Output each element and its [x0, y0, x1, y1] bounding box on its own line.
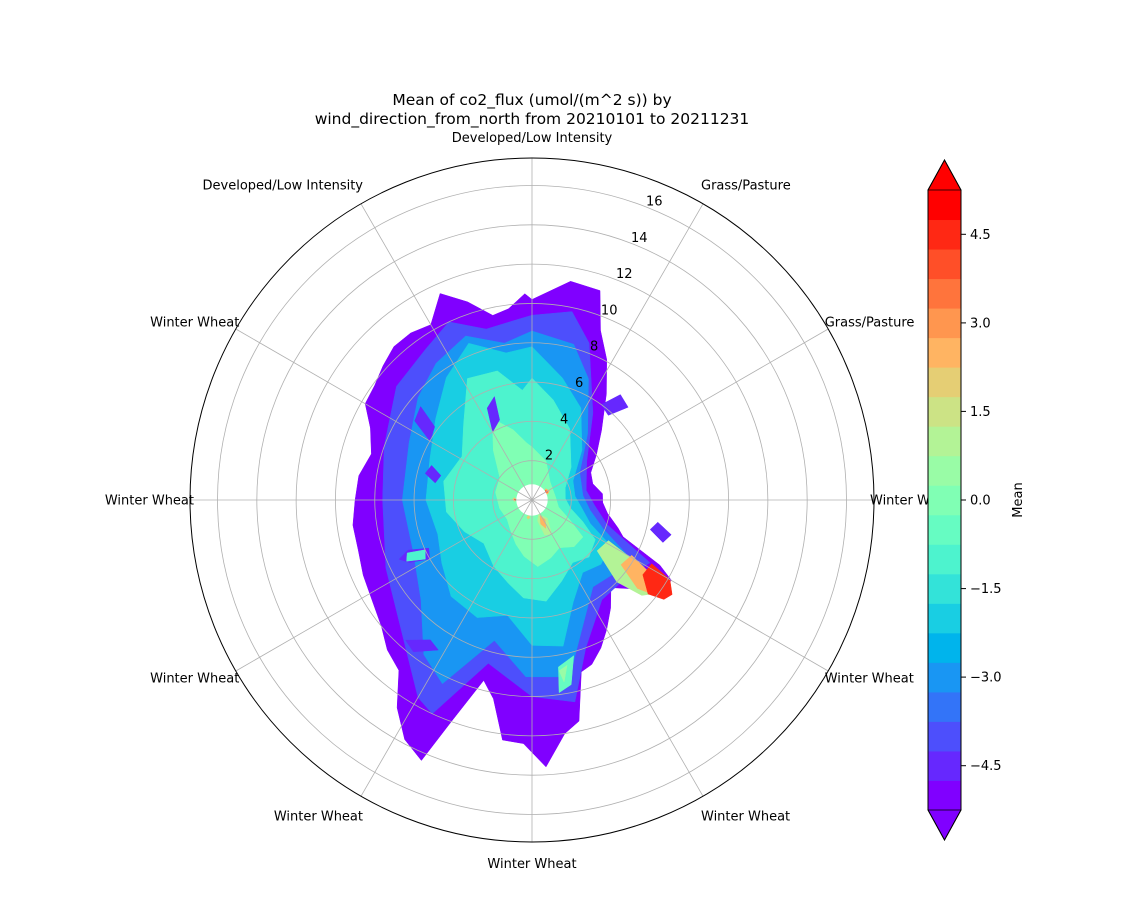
radial-tick-label-6: 14 [631, 231, 648, 246]
polar-outer-spine [189, 157, 875, 843]
contour-region-15 [526, 515, 531, 520]
colorbar-ticks: −4.5 −3.0 −1.5 0.0 1.5 3.0 4.5 [961, 228, 1002, 774]
radial-tick-label-3: 8 [590, 340, 598, 355]
colorbar-tick-label-1: −3.0 [970, 671, 1002, 686]
angular-gridline-11 [360, 203, 533, 501]
contour-region-23 [405, 639, 439, 653]
colorbar-band-0 [928, 780, 961, 811]
contour-region-19 [424, 465, 442, 484]
radial-tick-label-7: 16 [646, 195, 663, 210]
direction-labels: Developed/Low Intensity Grass/Pasture Gras… [105, 131, 959, 872]
colorbar-band-12 [928, 426, 961, 457]
colorbar-label: Mean [1011, 482, 1026, 517]
direction-label-4: Winter Wheat [825, 672, 914, 687]
contour-region-18 [486, 396, 500, 433]
colorbar-band-1 [928, 750, 961, 781]
contour-region-20 [414, 406, 435, 442]
colorbar-band-15 [928, 337, 961, 368]
colorbar-band-4 [928, 662, 961, 693]
colorbar: −4.5 −3.0 −1.5 0.0 1.5 3.0 4.5 Mean [927, 158, 1026, 842]
colorbar-band-6 [928, 603, 961, 634]
colorbar-band-16 [928, 308, 961, 339]
title-line-2: wind_direction_from_north from 20210101 … [315, 110, 750, 129]
angular-gridline-2 [531, 328, 829, 501]
direction-label-7: Winter Wheat [274, 809, 363, 824]
colorbar-band-2 [928, 721, 961, 752]
colorbar-band-13 [928, 396, 961, 427]
radial-tick-label-1: 4 [560, 412, 568, 427]
contour-region-17 [406, 549, 426, 562]
colorbar-extend-max [927, 159, 962, 191]
direction-label-8: Winter Wheat [150, 672, 239, 687]
angular-gridline-4 [531, 499, 829, 672]
colorbar-band-3 [928, 691, 961, 722]
colorbar-band-14 [928, 367, 961, 398]
polar-grid [190, 158, 874, 842]
direction-label-10: Winter Wheat [150, 316, 239, 331]
colorbar-tick-label-0: −4.5 [970, 759, 1002, 774]
angular-gridline-1 [531, 203, 704, 501]
colorbar-band-19 [928, 219, 961, 250]
direction-label-5: Winter Wheat [701, 809, 790, 824]
angular-gridline-10 [235, 328, 533, 501]
colorbar-outline [927, 158, 962, 842]
radial-tick-label-5: 12 [616, 267, 633, 282]
colorbar-band-20 [928, 190, 961, 221]
title-line-1: Mean of co2_flux (umol/(m^2 s)) by [392, 91, 671, 110]
direction-label-0: Developed/Low Intensity [452, 131, 613, 146]
colorbar-band-5 [928, 632, 961, 663]
angular-gridline-7 [360, 499, 533, 797]
colorbar-band-10 [928, 485, 961, 516]
contour-region-25 [649, 521, 672, 543]
contour-region-22 [558, 665, 568, 683]
chart-title: Mean of co2_flux (umol/(m^2 s)) by wind_… [315, 91, 750, 129]
colorbar-bands [927, 158, 962, 842]
direction-label-9: Winter Wheat [105, 494, 194, 509]
direction-label-11: Developed/Low Intensity [203, 179, 364, 194]
colorbar-tick-label-6: 4.5 [970, 228, 991, 243]
colorbar-tick-label-2: −1.5 [970, 582, 1002, 597]
angular-gridline-5 [531, 499, 704, 797]
colorbar-band-11 [928, 455, 961, 486]
colorbar-band-8 [928, 544, 961, 575]
colorbar-band-18 [928, 249, 961, 280]
radial-tick-label-0: 2 [545, 449, 553, 464]
direction-label-2: Grass/Pasture [825, 316, 915, 331]
direction-label-6: Winter Wheat [487, 857, 576, 872]
colorbar-band-17 [928, 278, 961, 309]
colorbar-tick-label-5: 3.0 [970, 316, 991, 331]
radial-tick-labels: 2 4 6 8 10 12 14 16 [545, 195, 663, 464]
colorbar-tick-label-3: 0.0 [970, 494, 991, 509]
colorbar-band-9 [928, 514, 961, 545]
colorbar-tick-label-4: 1.5 [970, 405, 991, 420]
angular-gridline-8 [235, 499, 533, 672]
radial-tick-label-2: 6 [575, 376, 583, 391]
contour-region-21 [558, 655, 574, 693]
colorbar-extend-min [927, 809, 962, 841]
colorbar-band-7 [928, 573, 961, 604]
direction-label-1: Grass/Pasture [701, 179, 791, 194]
polar-axes: 2 4 6 8 10 12 14 16 Developed/Low Intensity Gras… [105, 131, 959, 872]
radial-tick-label-4: 10 [601, 303, 618, 318]
